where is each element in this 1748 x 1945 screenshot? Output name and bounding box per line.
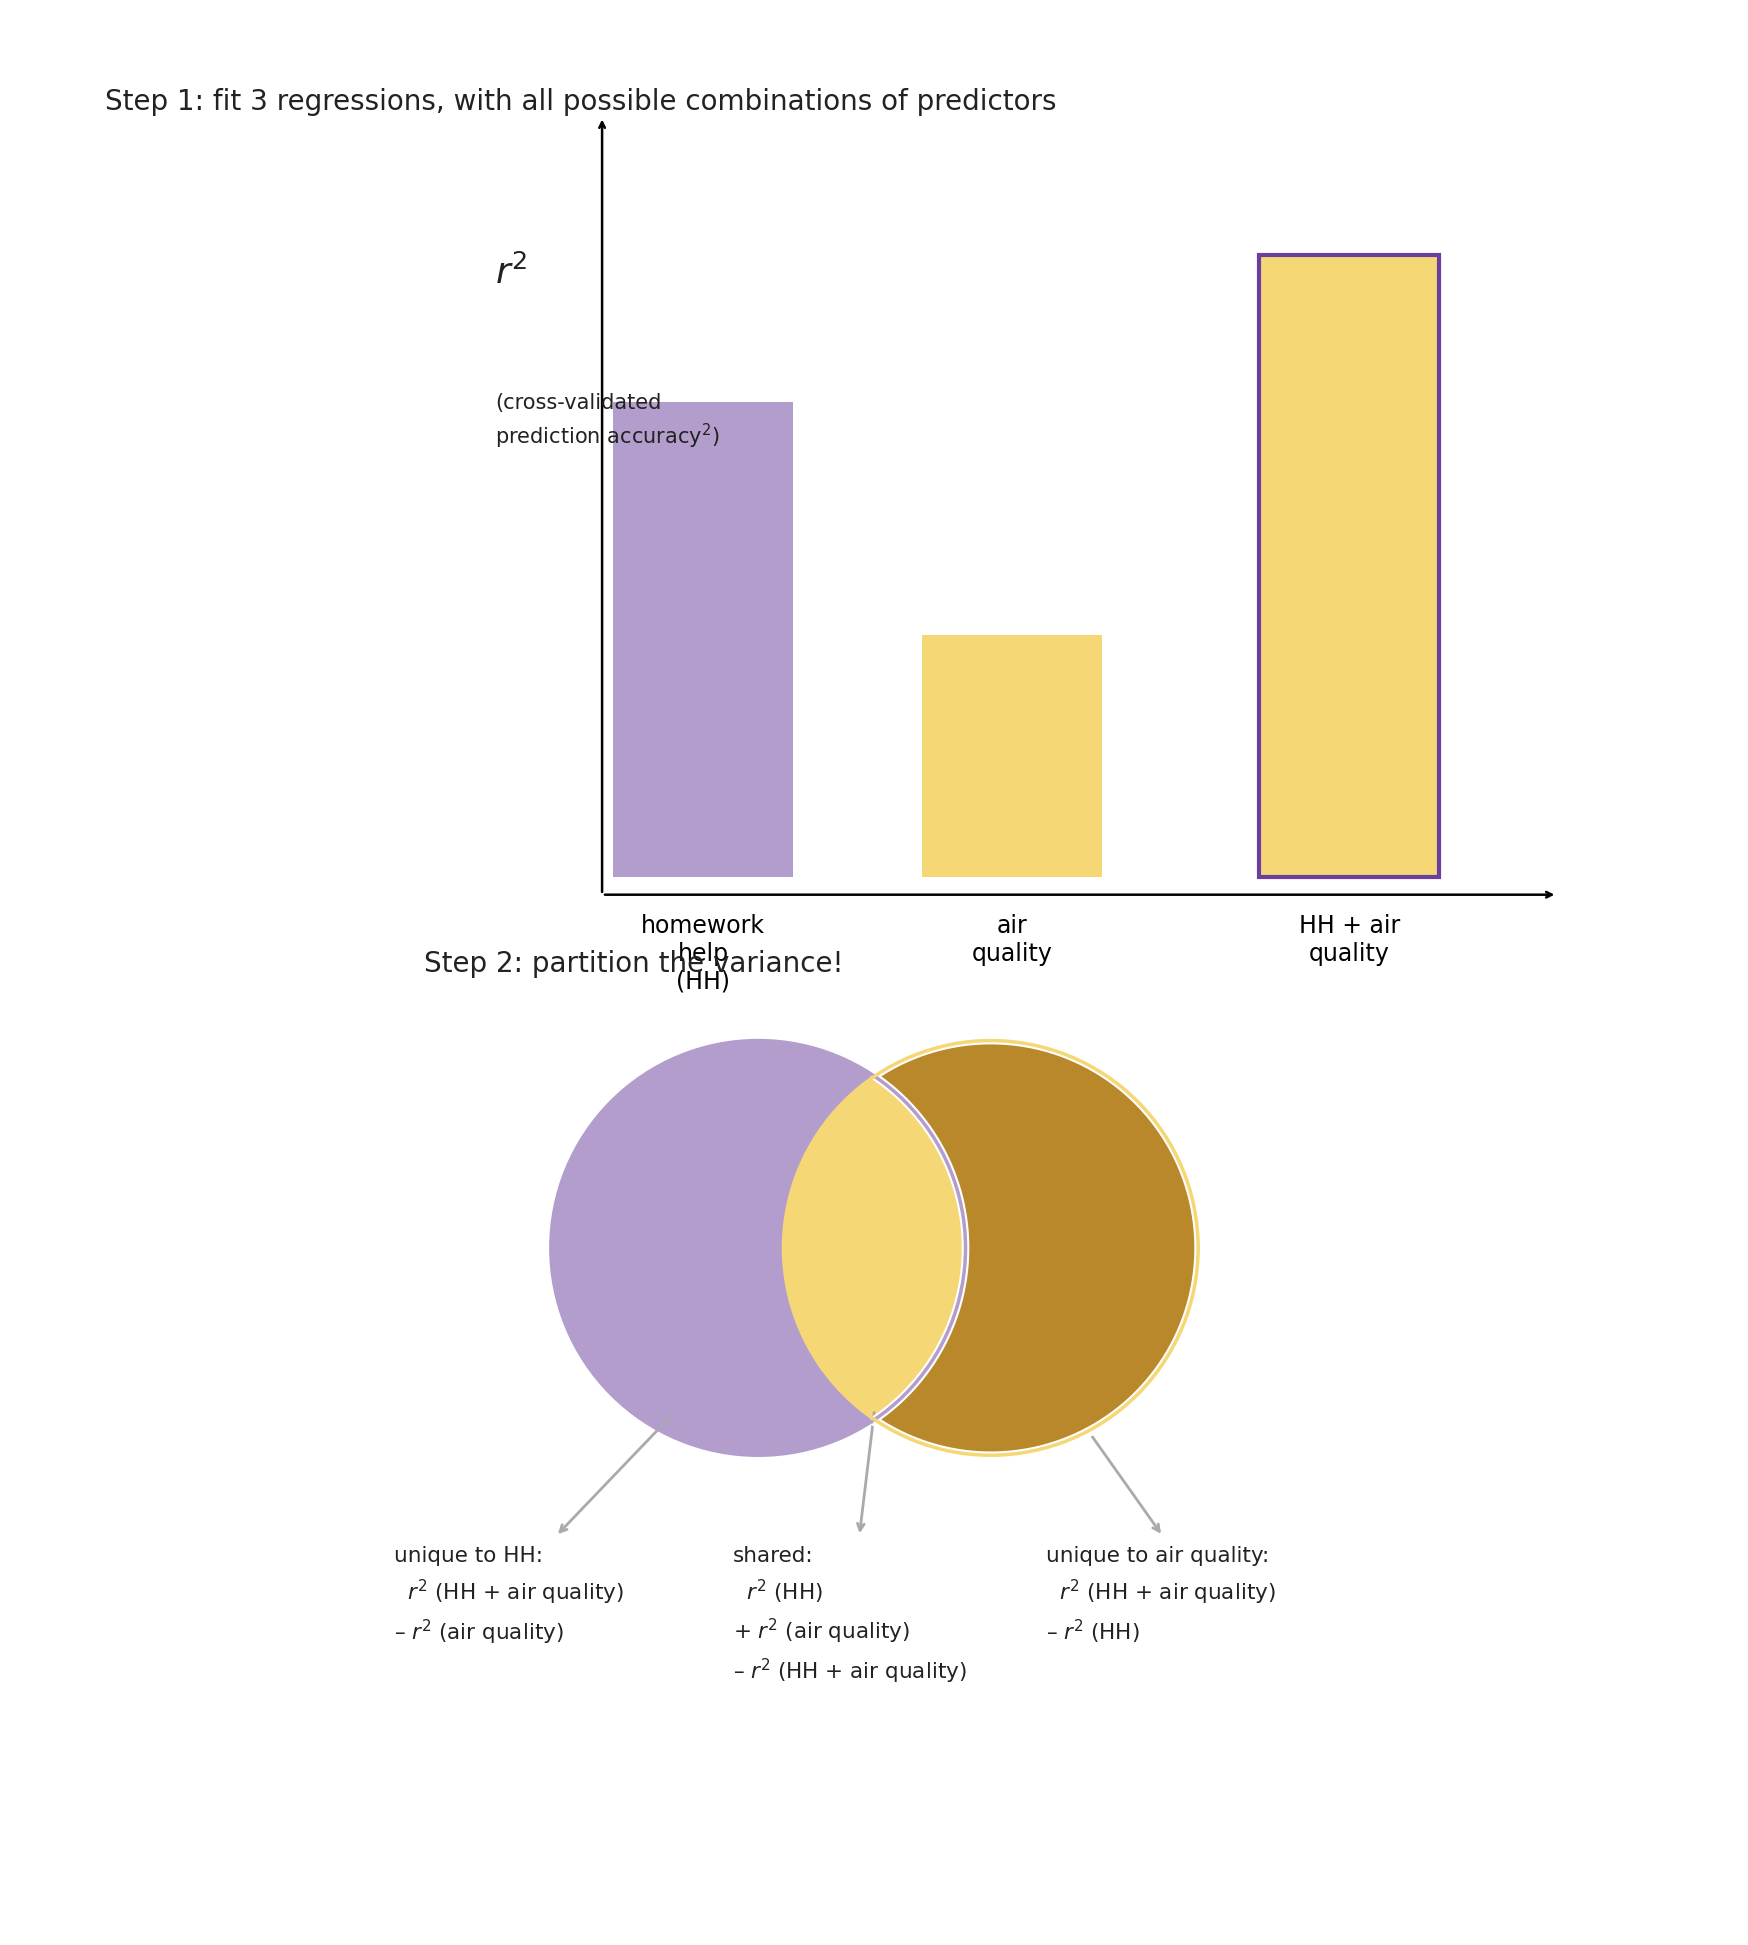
Text: shared:
  $r^2$ (HH)
+ $r^2$ (air quality)
– $r^2$ (HH + air quality): shared: $r^2$ (HH) + $r^2$ (air quality)… xyxy=(732,1546,967,1686)
Text: Step 1: fit 3 regressions, with all possible combinations of predictors: Step 1: fit 3 regressions, with all poss… xyxy=(105,88,1056,115)
Text: unique to air quality:
  $r^2$ (HH + air quality)
– $r^2$ (HH): unique to air quality: $r^2$ (HH + air q… xyxy=(1045,1546,1276,1645)
Circle shape xyxy=(783,1041,1197,1455)
Bar xyxy=(921,636,1101,877)
Bar xyxy=(614,403,792,877)
Text: $r^2$: $r^2$ xyxy=(495,255,528,292)
Polygon shape xyxy=(871,1035,1203,1461)
Circle shape xyxy=(551,1041,965,1455)
Text: (cross-validated
prediction accuracy$^2$): (cross-validated prediction accuracy$^2$… xyxy=(495,393,720,451)
Polygon shape xyxy=(874,1041,1197,1455)
Text: unique to HH:
  $r^2$ (HH + air quality)
– $r^2$ (air quality): unique to HH: $r^2$ (HH + air quality) –… xyxy=(393,1546,624,1647)
Text: Step 2: partition the variance!: Step 2: partition the variance! xyxy=(425,949,844,978)
Bar xyxy=(1259,255,1439,877)
